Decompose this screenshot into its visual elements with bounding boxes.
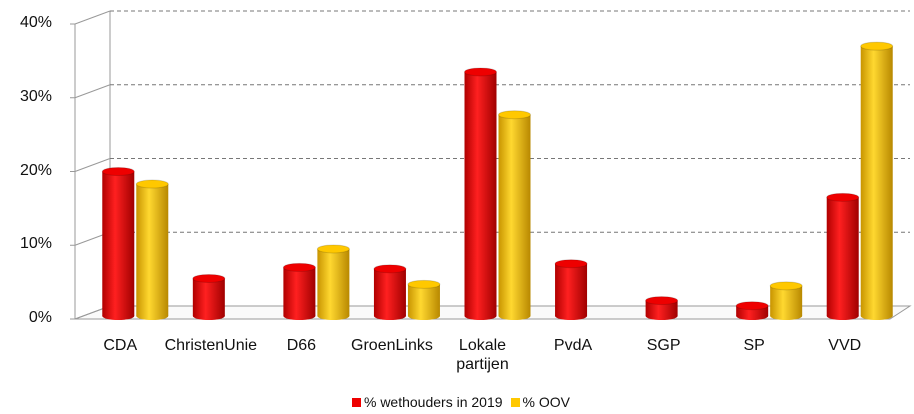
- x-tick-label: VVD: [828, 337, 862, 354]
- legend-label: % OOV: [522, 394, 570, 410]
- bar-top: [464, 67, 497, 77]
- bar-top: [769, 281, 803, 291]
- bar: [770, 285, 803, 316]
- bar: [407, 284, 440, 316]
- bar-base: [102, 312, 135, 320]
- bar: [102, 171, 135, 316]
- bar-top: [735, 301, 769, 311]
- y-tick-label: 10%: [19, 235, 52, 253]
- bar-top: [645, 296, 679, 306]
- y-tick-label: 30%: [19, 87, 52, 105]
- bar: [555, 263, 588, 316]
- x-tick-label: Lokale partijen: [456, 337, 509, 373]
- bar-top: [192, 273, 226, 283]
- bar-base: [555, 312, 588, 320]
- bar: [317, 248, 350, 316]
- bar-base: [373, 312, 406, 320]
- bar-base: [498, 312, 531, 320]
- legend-label: % wethouders in 2019: [363, 394, 503, 410]
- bar-top: [860, 41, 894, 51]
- bar: [192, 278, 225, 316]
- bar-top: [826, 192, 860, 202]
- bar: [498, 114, 531, 317]
- x-tick-label: SGP: [646, 337, 681, 354]
- bar-top: [135, 179, 169, 189]
- y-tick-label: 20%: [19, 161, 52, 179]
- bar-top: [101, 167, 135, 176]
- bar-base: [192, 312, 225, 320]
- x-tick-label: CDA: [103, 337, 138, 354]
- bar: [136, 184, 169, 316]
- bar-top: [554, 259, 588, 269]
- x-tick-label: SP: [743, 337, 765, 354]
- x-tick-label: D66: [286, 337, 317, 354]
- bar-base: [826, 312, 859, 320]
- bar-top: [282, 262, 316, 272]
- bar-base: [136, 312, 169, 320]
- bar-base: [860, 312, 893, 320]
- legend-swatch: [510, 398, 520, 407]
- bar-base: [407, 312, 440, 320]
- bar-base: [464, 312, 497, 320]
- bar: [464, 71, 497, 316]
- bar-top: [373, 264, 407, 274]
- bar-top: [407, 279, 441, 289]
- bar: [736, 305, 769, 316]
- side-grid: [74, 84, 111, 99]
- bar: [645, 300, 678, 316]
- bar-top: [316, 244, 350, 254]
- bar-base: [770, 312, 803, 320]
- x-tick-label: GroenLinks: [351, 337, 433, 354]
- side-grid: [74, 10, 111, 25]
- bar-base: [317, 312, 350, 320]
- legend-swatch: [351, 398, 361, 407]
- y-tick-label: 40%: [19, 14, 52, 31]
- legend: % wethouders in 2019 % OOV: [0, 394, 914, 410]
- bar: [283, 267, 316, 316]
- bar-top: [498, 110, 531, 120]
- x-tick-label: ChristenUnie: [164, 337, 258, 354]
- y-tick-label: 0%: [28, 309, 52, 326]
- bar: [826, 197, 859, 316]
- x-tick-label: PvdA: [553, 337, 593, 354]
- bar: [860, 46, 893, 316]
- bar-base: [645, 312, 678, 320]
- bar-base: [736, 312, 769, 320]
- bar-base: [283, 312, 316, 320]
- side-grid: [74, 158, 111, 172]
- bar: [373, 268, 406, 316]
